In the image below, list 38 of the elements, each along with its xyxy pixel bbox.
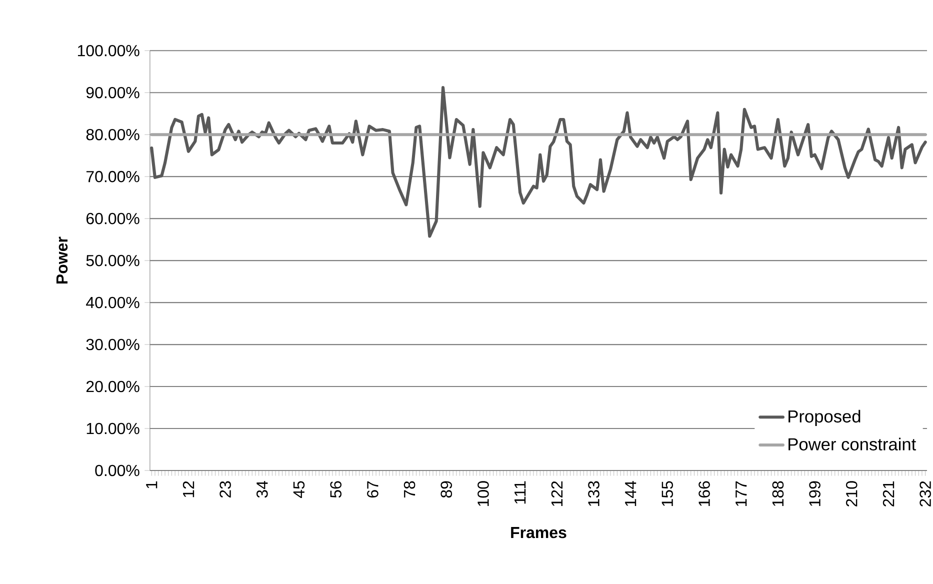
y-axis-title: Power: [56, 236, 68, 284]
x-tick-label: 221: [882, 481, 894, 507]
y-tick-label: 100.00%: [78, 45, 140, 56]
x-tick-label: 56: [330, 481, 342, 498]
legend-label: Power constraint: [788, 438, 916, 451]
x-tick-label: 122: [551, 481, 562, 506]
y-tick-label: 30.00%: [86, 338, 140, 350]
x-tick-label: 67: [367, 481, 378, 498]
x-tick-label: 166: [698, 481, 710, 506]
x-tick-label: 133: [588, 481, 600, 506]
y-tick-label: 0.00%: [95, 464, 140, 476]
x-tick-label: 232: [920, 481, 931, 507]
y-tick-label: 50.00%: [86, 255, 140, 266]
x-axis-title: Frames: [511, 527, 566, 538]
x-tick-label: 34: [256, 481, 268, 498]
y-tick-label: 80.00%: [86, 129, 140, 140]
x-tick-label: 144: [625, 481, 636, 506]
x-tick-label: 1: [146, 481, 158, 488]
line-series: [150, 86, 927, 238]
x-tick-label: 111: [514, 481, 526, 504]
x-tick-label: 188: [772, 481, 784, 506]
x-tick-label: 155: [662, 481, 673, 506]
y-tick-label: 10.00%: [86, 422, 140, 434]
y-tick-label: 20.00%: [86, 380, 140, 392]
y-tick-label: 40.00%: [86, 297, 140, 308]
legend-label: Proposed: [788, 410, 860, 426]
x-tick-label: 45: [293, 481, 305, 498]
x-tick-label: 177: [736, 481, 747, 506]
x-tick-label: 12: [182, 481, 194, 498]
y-tick-label: 60.00%: [86, 213, 140, 224]
x-tick-label: 100: [478, 481, 489, 506]
x-tick-label: 199: [809, 481, 820, 506]
y-tick-label: 90.00%: [86, 87, 140, 98]
x-tick-label: 78: [404, 481, 416, 498]
y-tick-label: 70.00%: [86, 171, 140, 182]
x-tick-label: 23: [220, 481, 231, 498]
x-tick-label: 210: [846, 481, 858, 507]
x-tick-label: 89: [440, 481, 452, 498]
